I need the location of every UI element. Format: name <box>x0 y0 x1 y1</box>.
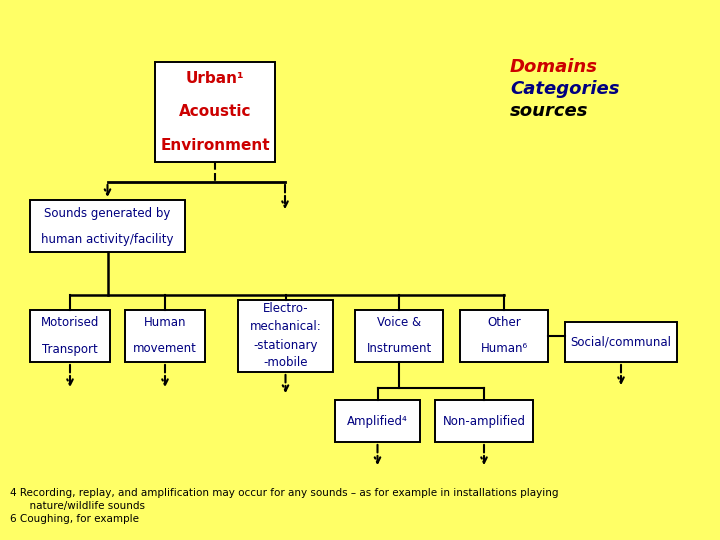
Bar <box>435 400 533 442</box>
Text: 6 Coughing, for example: 6 Coughing, for example <box>10 514 139 524</box>
Text: Domains: Domains <box>510 58 598 76</box>
Text: Amplified⁴: Amplified⁴ <box>347 415 408 428</box>
Text: Electro-: Electro- <box>263 302 308 315</box>
Text: Other: Other <box>487 316 521 329</box>
Text: Categories: Categories <box>510 80 619 98</box>
Bar <box>565 322 677 362</box>
Text: -stationary: -stationary <box>253 339 318 352</box>
Text: Transport: Transport <box>42 342 98 355</box>
Text: movement: movement <box>133 342 197 355</box>
Bar <box>30 310 110 362</box>
Bar <box>238 300 333 372</box>
Text: human activity/facility: human activity/facility <box>41 233 174 246</box>
Text: mechanical:: mechanical: <box>250 321 321 334</box>
Text: Environment: Environment <box>160 138 270 153</box>
Text: -mobile: -mobile <box>264 356 307 369</box>
Text: 4 Recording, replay, and amplification may occur for any sounds – as for example: 4 Recording, replay, and amplification m… <box>10 488 559 498</box>
Bar <box>355 310 443 362</box>
Bar <box>30 200 185 252</box>
Text: Motorised: Motorised <box>41 316 99 329</box>
Bar <box>125 310 205 362</box>
Text: Social/communal: Social/communal <box>570 335 672 348</box>
Bar <box>335 400 420 442</box>
Text: Urban¹: Urban¹ <box>186 71 244 86</box>
Text: Non-amplified: Non-amplified <box>443 415 526 428</box>
Text: Acoustic: Acoustic <box>179 105 251 119</box>
Bar <box>460 310 548 362</box>
Text: nature/wildlife sounds: nature/wildlife sounds <box>10 501 145 511</box>
Text: Human⁶: Human⁶ <box>480 342 528 355</box>
Text: Voice &: Voice & <box>377 316 421 329</box>
Bar <box>155 62 275 162</box>
Text: sources: sources <box>510 102 588 120</box>
Text: Sounds generated by: Sounds generated by <box>45 206 171 219</box>
Text: Human: Human <box>144 316 186 329</box>
Text: Instrument: Instrument <box>366 342 431 355</box>
